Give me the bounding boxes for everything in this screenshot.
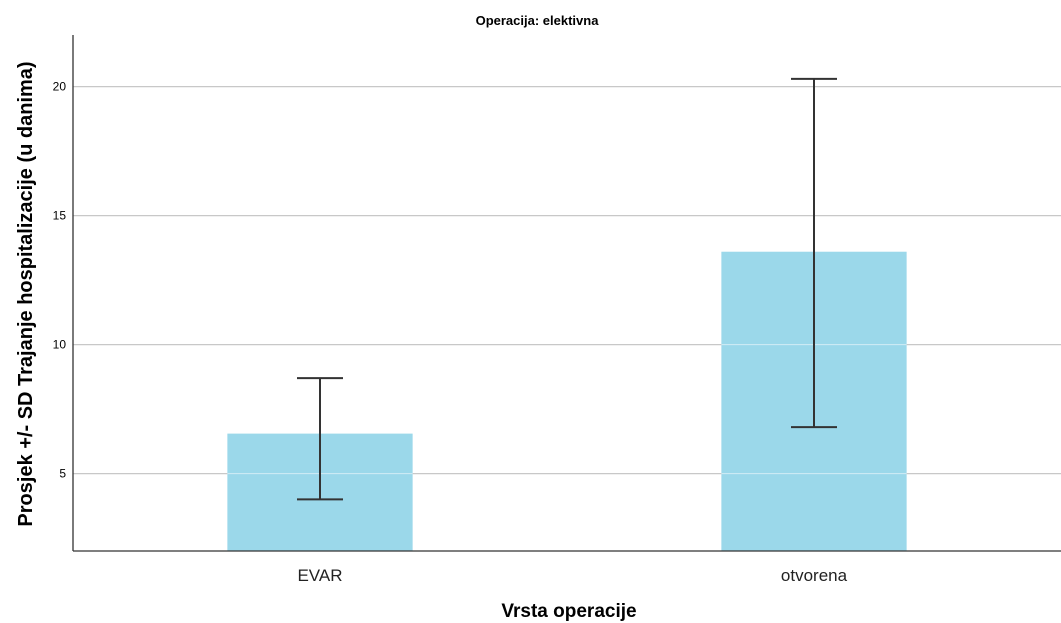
x-axis-label: Vrsta operacije [501,601,636,622]
y-tick-label: 20 [53,80,67,94]
chart-title: Operacija: elektivna [476,13,600,28]
y-tick-labels: 5 10 15 20 [53,80,67,481]
y-tick-label: 10 [53,338,67,352]
x-tick-labels: EVAR otvorena [297,566,847,585]
y-tick-label: 15 [53,209,67,223]
grid-lines [73,87,1061,474]
y-tick-label: 5 [59,467,66,481]
x-tick-label: EVAR [297,566,342,585]
x-tick-label: otvorena [781,566,848,585]
y-axis-label: Prosjek +/- SD Trajanje hospitalizacije … [15,61,37,526]
bars [227,252,906,551]
